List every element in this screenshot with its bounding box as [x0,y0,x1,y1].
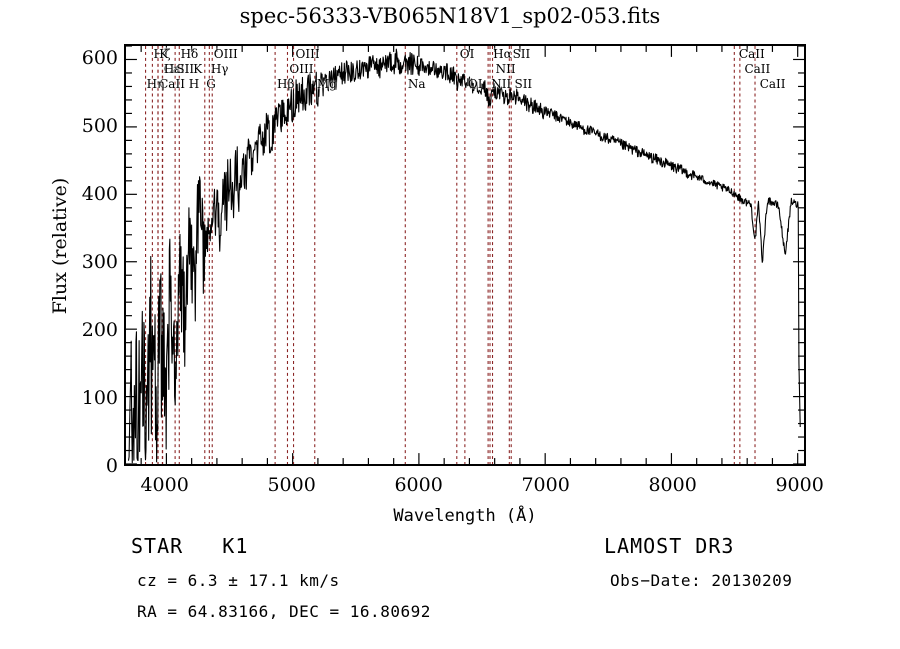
page-title: spec-56333-VB065N18V1_sp02-053.fits [239,4,661,28]
line-marker-label: CaII [759,77,786,91]
y-axis-tick-labels: 0 100 200 300 400 500 600 [62,0,118,649]
line-marker-label: Na [407,77,426,91]
line-marker-label: Hε [163,62,181,76]
spectrum-canvas [126,46,804,464]
y-tick-label: 500 [81,114,118,137]
line-marker-label: Hα [493,47,512,61]
line-marker-label: Hβ [276,77,295,91]
line-marker-label: Hη [146,77,165,91]
x-tick-label: 5000 [267,474,316,496]
y-tick-label: 200 [81,318,118,341]
y-tick-label: 400 [81,182,118,205]
x-tick-label: 7000 [521,474,570,496]
plot-area: CaII H CaII K Hζ Hε Hδ Hη K SII OIII Hγ G Hβ OIII OII… [124,44,806,466]
line-marker-label: Hγ [210,62,229,76]
line-marker-label: CaII [738,47,765,61]
line-marker-label: Hζ [153,47,171,61]
spectral-class: K1 [222,534,249,558]
line-marker-label: SII [514,77,533,91]
y-tick-label: 600 [81,46,118,69]
x-tick-label: 8000 [648,474,697,496]
survey-label: LAMOST DR3 [604,534,735,558]
redshift-line: cz = 6.3 ± 17.1 km/s [137,571,340,590]
x-tick-label: 6000 [394,474,443,496]
y-tick-label: 300 [81,250,118,273]
line-marker-label: Hδ [180,47,199,61]
line-marker-label: SII [176,62,195,76]
x-tick-label: 4000 [140,474,189,496]
line-marker-label: G [206,77,216,91]
line-marker-label: NII [491,77,512,91]
coordinates-line: RA = 64.83166, DEC = 16.80692 [137,602,431,621]
line-marker-label: K [159,47,169,61]
line-marker-label: NII [495,62,516,76]
object-type: STAR [131,534,184,558]
x-axis-label: Wavelength (Å) [393,506,537,526]
line-marker-label: CaII [744,62,771,76]
object-type-label: STAR K1 [131,534,248,558]
line-marker-label: Mg [316,77,337,91]
line-marker-label: SII [512,47,531,61]
x-tick-label: 9000 [775,474,824,496]
line-marker-label: OI [459,47,475,61]
line-marker-label: OIII [295,47,320,61]
line-marker-label: OIII [213,47,238,61]
y-tick-label: 100 [81,386,118,409]
line-marker-label: CaII H [159,77,200,91]
y-tick-label: 0 [105,455,118,477]
observation-date-line: Obs−Date: 20130209 [610,571,793,590]
line-marker-label: CaII K [163,62,203,76]
line-marker-label: OIII [289,62,314,76]
line-marker-label: OI [467,77,483,91]
